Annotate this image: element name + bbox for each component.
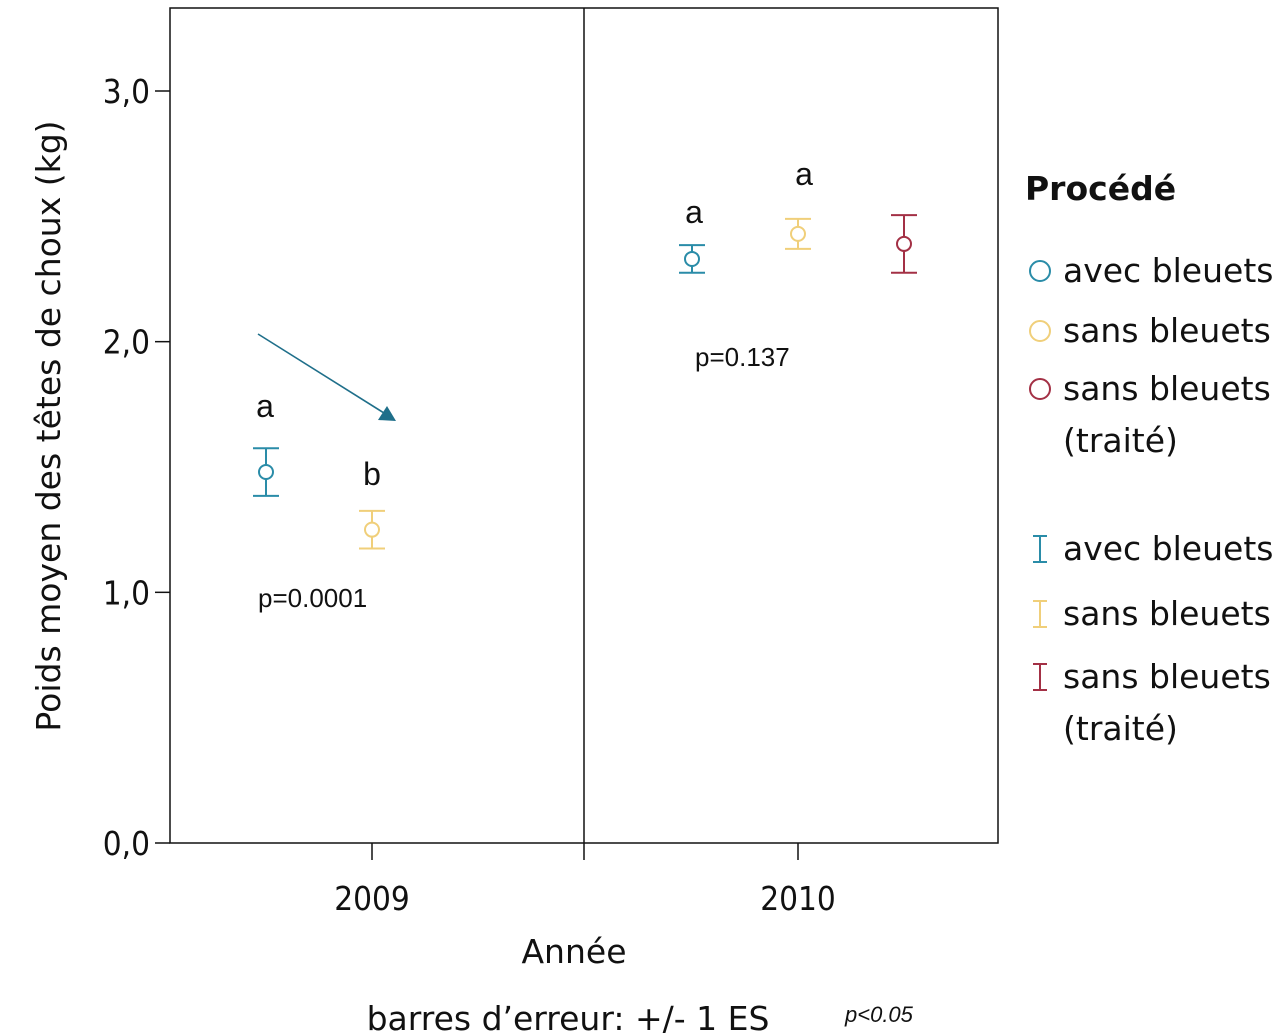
x-axis-title: Année (521, 932, 626, 971)
legend: Procédé avec bleuets sans bleuets sans ble… (1025, 169, 1273, 748)
legend-label: sans bleuets (1063, 594, 1271, 633)
legend-label: sans bleuets (1063, 311, 1271, 350)
data-point (364, 521, 380, 538)
legend-label: avec bleuets (1063, 251, 1273, 290)
legend-point-swatch (1029, 260, 1051, 282)
legend-point-swatch (1029, 378, 1051, 400)
y-tick-label: 0,0 (103, 824, 150, 863)
x-tick-label: 2009 (334, 879, 410, 918)
letter-2010-avec: a (685, 194, 703, 230)
data-point (790, 225, 806, 242)
legend-point-swatch (1029, 320, 1051, 342)
p-value-2009: p=0.0001 (258, 583, 367, 613)
y-tick-label: 3,0 (103, 72, 150, 111)
legend-label: (traité) (1063, 709, 1178, 748)
y-axis: 0,0 1,0 2,0 3,0 (103, 72, 170, 863)
legend-title: Procédé (1025, 169, 1176, 208)
letter-2009-avec: a (256, 388, 274, 424)
data-marks (253, 214, 917, 550)
error-bar-footnote: barres d’erreur: +/- 1 ES (367, 999, 770, 1036)
x-tick-label: 2010 (760, 879, 836, 918)
letter-2009-sans: b (363, 456, 381, 492)
p-value-2010: p=0.137 (695, 342, 790, 372)
legend-label: (traité) (1063, 421, 1178, 460)
legend-label: sans bleuets (1063, 369, 1271, 408)
y-axis-title: Poids moyen des têtes de choux (kg) (29, 120, 68, 731)
legend-label: sans bleuets (1063, 657, 1271, 696)
data-point (258, 464, 274, 481)
trend-arrow (257, 333, 385, 414)
letter-2010-sans: a (795, 156, 813, 192)
data-point (896, 235, 912, 252)
legend-label: avec bleuets (1063, 529, 1273, 568)
y-tick-label: 2,0 (103, 323, 150, 362)
y-tick-label: 1,0 (103, 573, 150, 612)
trend-arrow-head (378, 406, 396, 421)
x-axis: 2009 2010 (334, 843, 836, 918)
data-point (684, 250, 700, 267)
significance-note: p<0.05 (844, 1002, 914, 1027)
